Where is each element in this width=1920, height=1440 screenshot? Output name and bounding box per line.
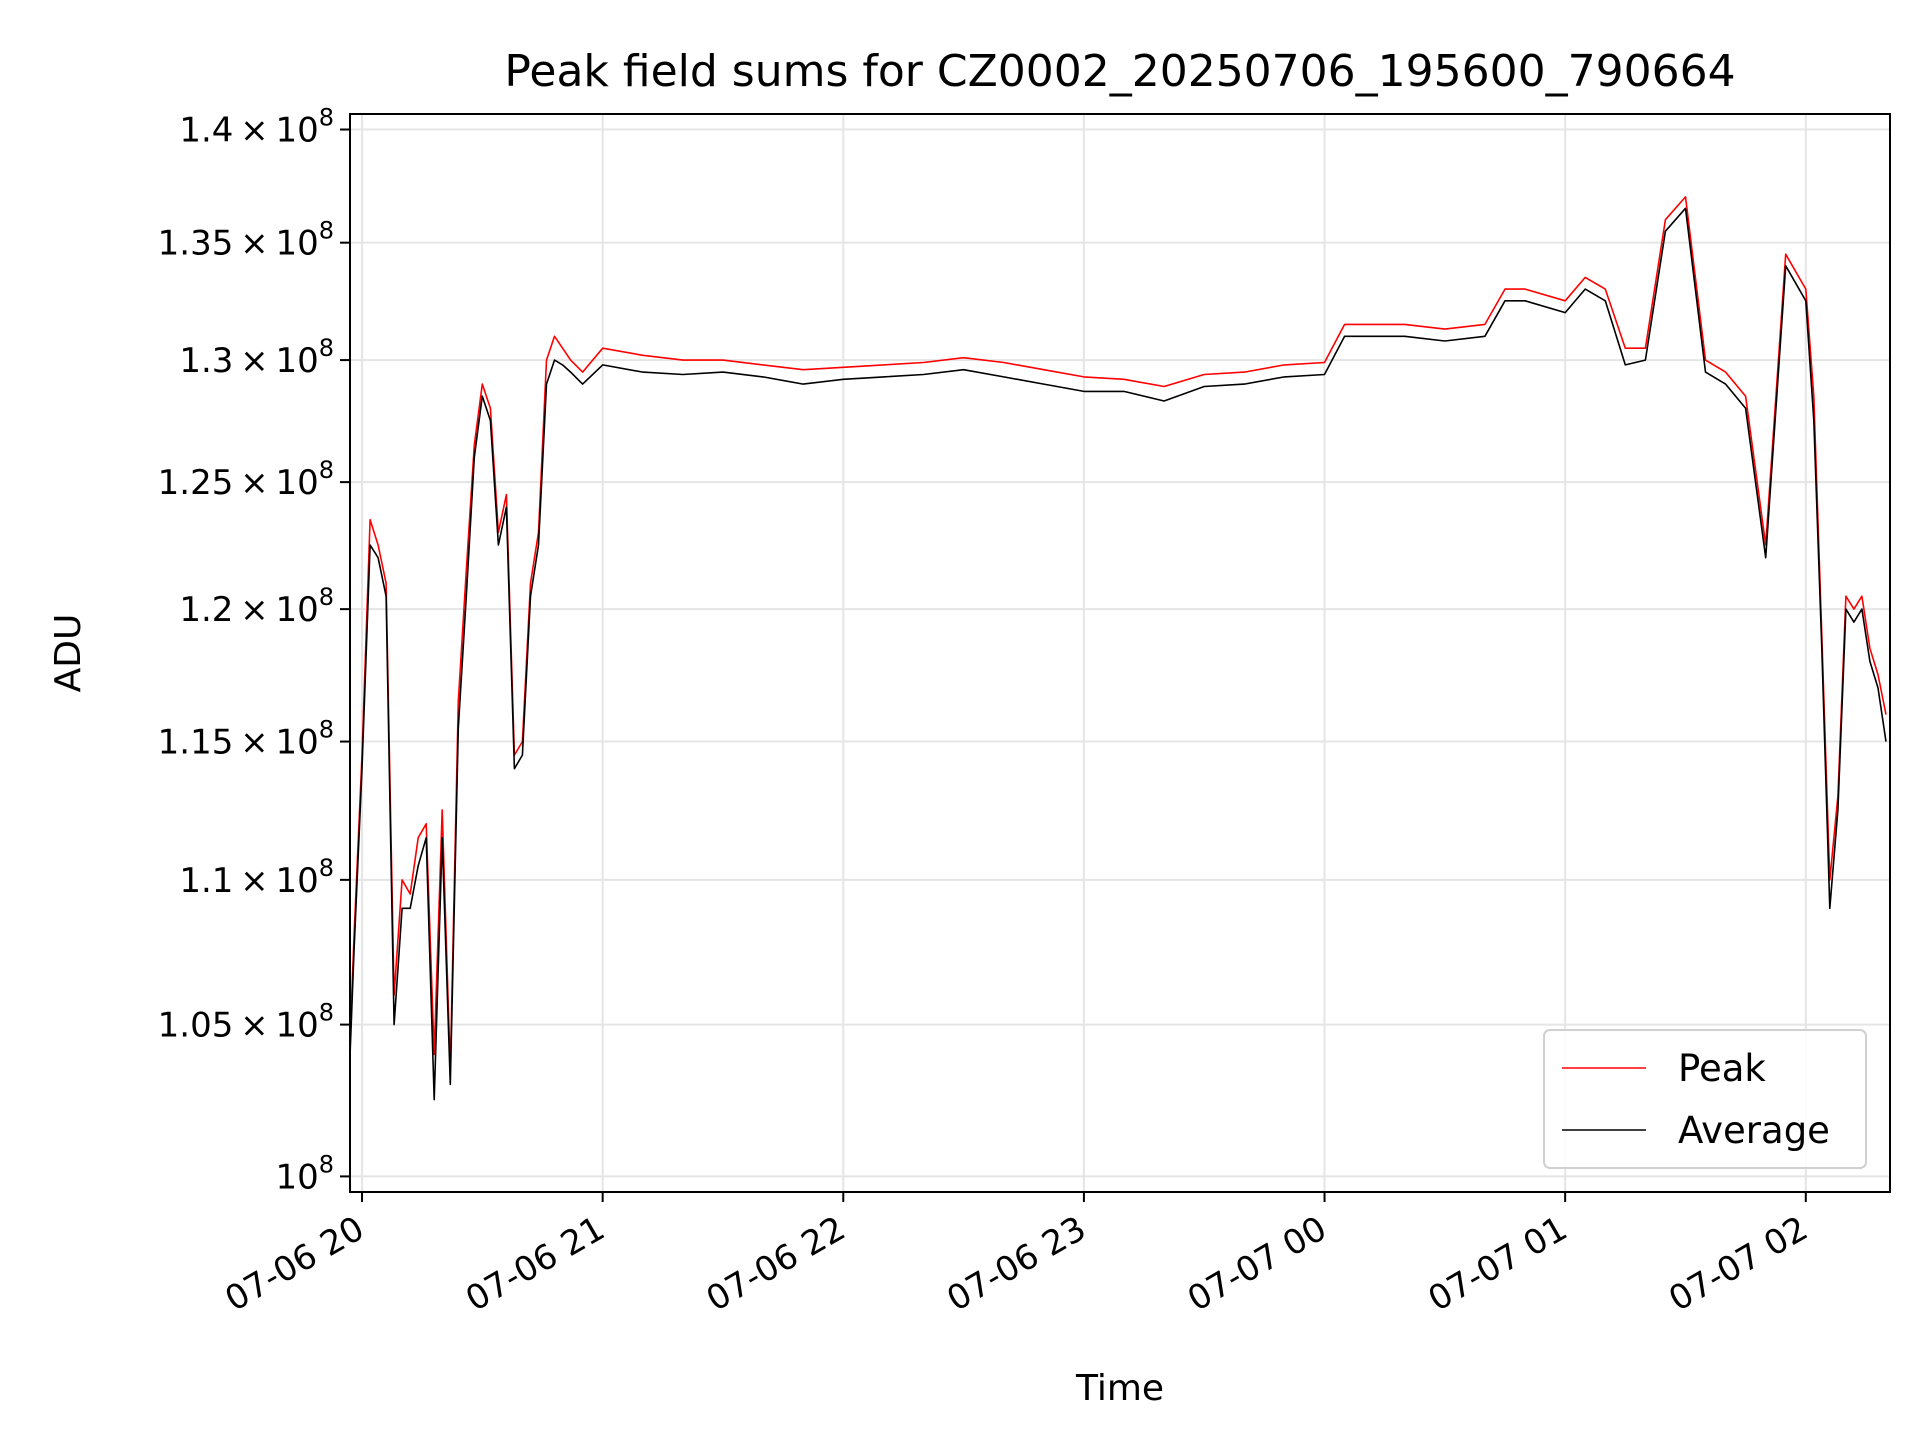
y-tick-label: 1.05 × 108 — [158, 999, 334, 1046]
series-layer — [350, 196, 1887, 1101]
legend-box — [1543, 1029, 1867, 1169]
legend-label-average: Average — [1678, 1109, 1830, 1152]
y-tick-label: 1.25 × 108 — [158, 456, 334, 503]
plot-frame — [349, 113, 1891, 1193]
series-line-average — [350, 207, 1887, 1101]
y-tick-label: 1.1 × 108 — [179, 854, 334, 901]
y-tick-label: 1.3 × 108 — [179, 334, 334, 381]
chart-title: Peak field sums for CZ0002_20250706_1956… — [504, 46, 1735, 97]
y-axis-label: ADU — [48, 614, 89, 693]
legend: Peak Average — [1543, 1029, 1867, 1169]
y-tick-label: 1.2 × 108 — [179, 583, 334, 630]
legend-label-peak: Peak — [1678, 1047, 1766, 1090]
x-axis-label: Time — [1075, 1368, 1164, 1409]
y-tick-label: 1.15 × 108 — [158, 716, 334, 763]
y-tick-label: 1.35 × 108 — [158, 217, 334, 264]
grid — [350, 114, 1890, 1192]
y-tick-label: 1.4 × 108 — [179, 104, 334, 151]
